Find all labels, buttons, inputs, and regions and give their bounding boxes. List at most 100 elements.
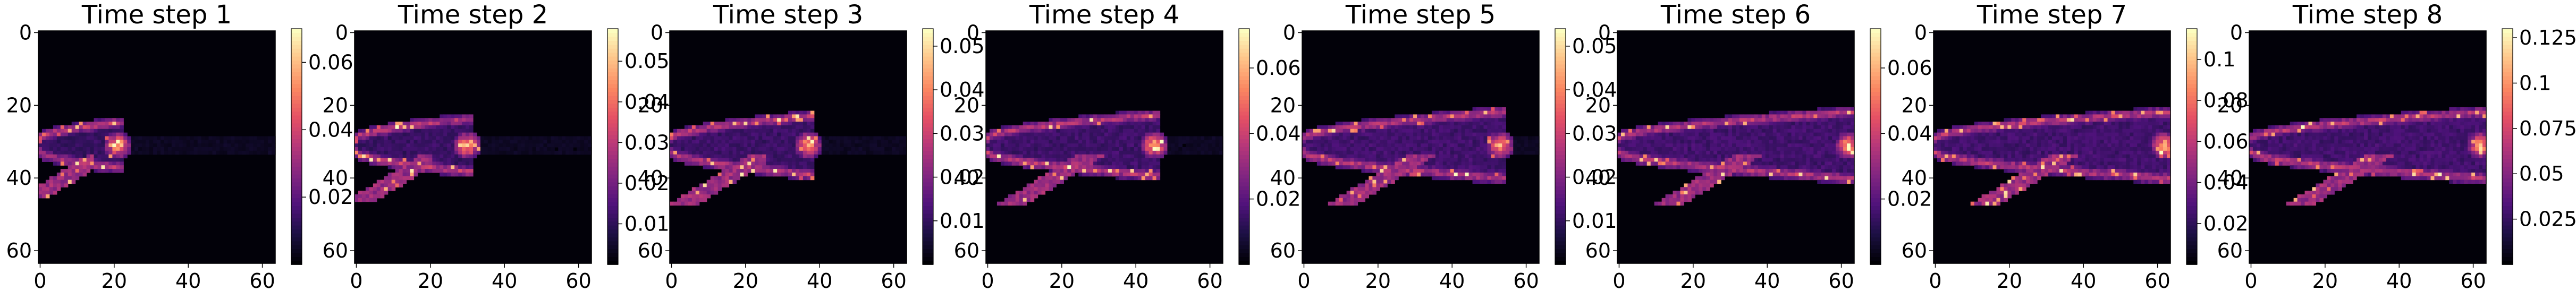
heatmap-cell (1476, 161, 1481, 166)
heatmap-cell (1089, 114, 1094, 118)
heatmap-cell (688, 129, 692, 133)
heatmap-cell (714, 180, 719, 184)
heatmap-cell (1813, 114, 1818, 118)
heatmap-cell (858, 136, 863, 140)
heatmap-cell (721, 150, 726, 155)
heatmap-cell (1063, 172, 1068, 177)
heatmap-cell (684, 140, 689, 144)
heatmap-cell (1684, 143, 1688, 148)
heatmap-cell (260, 150, 265, 155)
heatmap-cell (1454, 122, 1458, 126)
y-tick-label: 60 (954, 239, 979, 262)
heatmap-cell (1406, 129, 1410, 133)
heatmap-cell (1695, 122, 1699, 126)
heatmap-cell (1513, 136, 1517, 140)
heatmap-cell (755, 154, 759, 159)
heatmap-cell (766, 118, 770, 122)
heatmap-cell (791, 132, 796, 137)
heatmap-cell (436, 125, 440, 130)
heatmap-cell (1060, 118, 1064, 122)
heatmap-cell (253, 143, 257, 148)
heatmap-cell (829, 147, 833, 151)
heatmap-cell (562, 150, 566, 155)
heatmap-cell (1372, 143, 1376, 148)
heatmap-cell (1134, 118, 1138, 122)
heatmap-cell (1372, 191, 1376, 195)
heatmap-cell (543, 143, 547, 148)
heatmap-cell (1498, 132, 1502, 137)
heatmap-cell (257, 143, 261, 148)
heatmap-cell (1706, 125, 1710, 130)
heatmap-cell (1772, 132, 1777, 137)
heatmap-cell (858, 143, 863, 148)
heatmap-cell (714, 147, 719, 151)
heatmap-cell (1115, 169, 1120, 173)
heatmap-cell (1650, 147, 1655, 151)
heatmap-cell (1721, 122, 1725, 126)
heatmap-cell (410, 161, 415, 166)
heatmap-cell (1130, 161, 1135, 166)
heatmap-cell (755, 172, 759, 177)
heatmap-cell (1628, 132, 1633, 137)
heatmap-cell (1302, 132, 1306, 137)
heatmap-cell (425, 147, 429, 151)
heatmap-cell (1071, 150, 1075, 155)
heatmap-cell (373, 158, 377, 162)
heatmap-cell (558, 150, 562, 155)
heatmap-cell (160, 143, 165, 148)
heatmap-cell (1093, 118, 1097, 122)
heatmap-cell (1130, 140, 1135, 144)
heatmap-cell (1791, 154, 1796, 159)
heatmap-cell (1141, 172, 1146, 177)
heatmap-cell (1111, 165, 1116, 169)
heatmap-cell (732, 172, 737, 177)
heatmap-cell (1832, 110, 1836, 115)
heatmap-cell (1431, 143, 1436, 148)
heatmap-cell (1372, 150, 1376, 155)
heatmap-cell (41, 136, 46, 140)
heatmap-cell (1750, 122, 1755, 126)
heatmap-cell (1193, 140, 1197, 144)
heatmap-cell (1472, 143, 1477, 148)
heatmap-cell (71, 122, 76, 126)
heatmap-cell (179, 140, 183, 144)
heatmap-cell (547, 147, 551, 151)
heatmap-cell (1684, 132, 1688, 137)
heatmap-cell (193, 136, 198, 140)
heatmap-cell (193, 150, 198, 155)
heatmap-cell (1802, 147, 1807, 151)
heatmap-cell (399, 147, 403, 151)
heatmap-cell (116, 125, 120, 130)
heatmap-cell (443, 154, 447, 159)
heatmap-cell (1189, 143, 1194, 148)
heatmap-cell (695, 136, 700, 140)
heatmap-cell (996, 147, 1001, 151)
heatmap-cell (810, 132, 815, 137)
heatmap-cell (877, 140, 881, 144)
heatmap-cell (781, 140, 785, 144)
heatmap-cell (1821, 140, 1825, 144)
heatmap-cell (721, 172, 726, 177)
heatmap-cell (781, 125, 785, 130)
heatmap-cell (1736, 143, 1740, 148)
heatmap-cell (1182, 136, 1186, 140)
heatmap-cell (1717, 147, 1721, 151)
heatmap-cell (82, 161, 87, 166)
heatmap-cell (1721, 172, 1725, 177)
heatmap-cell (82, 140, 87, 144)
heatmap-cell (543, 150, 547, 155)
heatmap-cell (421, 150, 426, 155)
heatmap-cell (803, 143, 807, 148)
heatmap-cell (1030, 183, 1035, 187)
heatmap-cell (1646, 147, 1651, 151)
heatmap-cell (1494, 176, 1499, 181)
heatmap-cell (1754, 172, 1759, 177)
heatmap-cell (817, 150, 822, 155)
heatmap-cell (799, 132, 804, 137)
heatmap-cell (1658, 161, 1662, 166)
heatmap-cell (1104, 150, 1109, 155)
heatmap-cell (1383, 169, 1388, 173)
heatmap-cell (806, 143, 811, 148)
heatmap-cell (989, 143, 994, 148)
heatmap-cell (1465, 161, 1469, 166)
